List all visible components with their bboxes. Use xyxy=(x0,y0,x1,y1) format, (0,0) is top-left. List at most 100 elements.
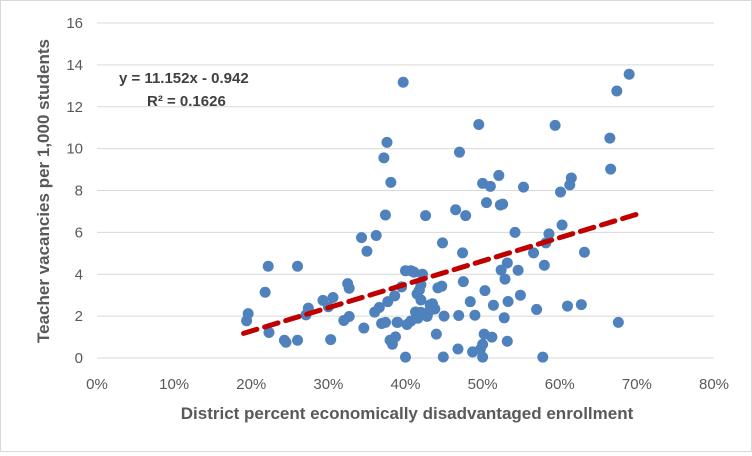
data-point xyxy=(389,331,401,343)
data-point xyxy=(430,328,442,340)
data-point xyxy=(373,302,385,314)
data-point xyxy=(480,197,492,209)
y-tick-label: 2 xyxy=(75,308,83,325)
data-point xyxy=(514,289,526,301)
data-point xyxy=(549,119,561,131)
y-tick-label: 4 xyxy=(75,266,83,283)
trendline-r-squared: R² = 0.1626 xyxy=(147,93,226,110)
x-tick-label: 30% xyxy=(313,376,343,393)
data-point xyxy=(497,198,509,210)
data-point xyxy=(436,280,448,292)
gridlines xyxy=(97,22,714,317)
data-point xyxy=(327,291,339,303)
tick-labels: 0 2 4 6 8 10 12 14 16 0% 10% 20% 30% 40% 50% 60% 70% 80% xyxy=(66,15,729,393)
y-axis-title: Teacher vacancies per 1,000 students xyxy=(34,39,53,343)
data-point xyxy=(518,181,530,193)
x-tick-label: 80% xyxy=(699,376,729,393)
data-point xyxy=(429,303,441,315)
data-point xyxy=(379,316,391,328)
data-point xyxy=(453,309,465,321)
data-point xyxy=(343,311,355,323)
data-point xyxy=(358,322,370,334)
data-point xyxy=(565,172,577,184)
data-point xyxy=(437,351,449,363)
data-point xyxy=(242,308,254,320)
data-point xyxy=(611,85,623,97)
data-point xyxy=(561,300,573,312)
data-point xyxy=(487,299,499,311)
data-point xyxy=(292,334,304,346)
data-point xyxy=(437,237,449,249)
data-point xyxy=(460,210,472,222)
data-point xyxy=(499,273,511,285)
x-axis-title: District percent economically disadvanta… xyxy=(181,404,634,423)
data-point xyxy=(479,285,491,297)
trendline xyxy=(241,211,640,336)
data-point xyxy=(400,351,411,363)
data-point xyxy=(325,334,337,346)
data-point xyxy=(495,264,507,276)
data-point xyxy=(605,163,617,175)
data-point xyxy=(502,295,514,307)
data-point xyxy=(262,260,274,272)
data-point xyxy=(385,176,397,188)
data-point xyxy=(509,226,521,238)
data-point xyxy=(392,316,404,328)
data-point xyxy=(537,351,549,363)
data-point xyxy=(389,290,401,302)
data-point xyxy=(575,299,587,311)
data-point xyxy=(623,68,635,80)
data-point xyxy=(408,266,420,278)
data-point xyxy=(604,132,616,144)
y-tick-label: 8 xyxy=(75,183,83,200)
data-point xyxy=(464,296,476,308)
y-tick-label: 14 xyxy=(66,57,83,74)
data-point xyxy=(452,343,464,355)
y-tick-label: 16 xyxy=(66,15,83,32)
data-point xyxy=(469,309,481,321)
y-tick-label: 10 xyxy=(66,141,83,158)
data-point xyxy=(484,180,496,192)
data-point xyxy=(379,209,391,221)
data-point xyxy=(356,232,368,244)
data-point xyxy=(528,247,540,259)
data-point xyxy=(415,294,427,306)
x-tick-label: 10% xyxy=(159,376,189,393)
data-point xyxy=(612,316,624,328)
x-tick-label: 60% xyxy=(545,376,575,393)
data-point xyxy=(343,282,355,294)
x-tick-label: 50% xyxy=(468,376,498,393)
trendline-equation: y = 11.152x - 0.942 xyxy=(119,70,249,87)
x-tick-label: 0% xyxy=(86,376,108,393)
data-point xyxy=(370,230,382,242)
y-tick-label: 0 xyxy=(75,350,83,367)
data-point xyxy=(493,169,505,181)
data-point xyxy=(486,331,498,343)
data-point xyxy=(381,136,393,148)
data-point xyxy=(457,276,469,288)
data-point xyxy=(578,246,590,258)
x-tick-label: 70% xyxy=(622,376,652,393)
data-point xyxy=(531,303,543,315)
data-point xyxy=(361,245,373,257)
trendline-layer xyxy=(241,211,640,336)
data-point xyxy=(378,152,390,164)
data-point xyxy=(512,264,524,276)
data-point xyxy=(420,210,432,222)
data-point xyxy=(259,286,271,298)
y-tick-label: 6 xyxy=(75,224,83,241)
data-point xyxy=(538,259,550,271)
data-point xyxy=(501,257,513,269)
data-point xyxy=(438,310,450,322)
x-tick-label: 40% xyxy=(390,376,420,393)
data-point xyxy=(477,351,489,363)
data-point xyxy=(457,247,469,259)
y-tick-label: 12 xyxy=(66,99,83,116)
data-point xyxy=(397,76,409,88)
data-point xyxy=(453,146,465,158)
data-point xyxy=(498,312,510,324)
data-point xyxy=(473,119,485,131)
data-point xyxy=(292,260,304,272)
